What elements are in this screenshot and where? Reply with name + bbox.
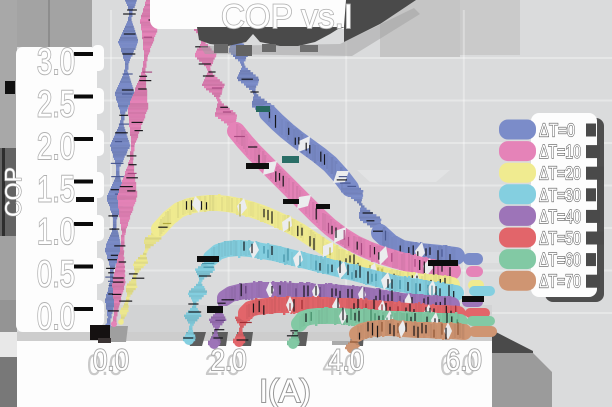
svg-text:4.0: 4.0	[328, 344, 364, 377]
svg-text:ΔT=50: ΔT=50	[539, 229, 581, 249]
svg-text:COP: COP	[0, 167, 26, 217]
svg-text:2.0: 2.0	[211, 344, 247, 377]
svg-text:2.5: 2.5	[37, 84, 75, 125]
svg-text:COP vs.I: COP vs.I	[221, 0, 353, 36]
svg-text:1.5: 1.5	[37, 169, 75, 210]
svg-text:ΔT=10: ΔT=10	[539, 142, 581, 162]
svg-text:ΔT=40: ΔT=40	[539, 207, 581, 227]
svg-text:6.0: 6.0	[440, 349, 476, 382]
svg-text:0.0: 0.0	[37, 296, 75, 337]
svg-text:2.0: 2.0	[37, 126, 75, 167]
svg-text:4.0: 4.0	[322, 349, 358, 382]
svg-text:ΔT=70: ΔT=70	[539, 272, 581, 292]
svg-text:1.0: 1.0	[37, 211, 75, 252]
svg-text:3.0: 3.0	[37, 41, 75, 82]
svg-text:6.0: 6.0	[446, 344, 482, 377]
svg-text:2.0: 2.0	[205, 349, 241, 382]
svg-text:ΔT=60: ΔT=60	[539, 250, 581, 270]
svg-text:ΔT=0: ΔT=0	[539, 121, 575, 141]
svg-text:0.0: 0.0	[87, 349, 123, 382]
svg-text:I(A): I(A)	[259, 373, 311, 407]
svg-text:0.5: 0.5	[37, 254, 75, 295]
svg-text:ΔT=20: ΔT=20	[539, 164, 581, 184]
svg-text:ΔT=30: ΔT=30	[539, 185, 581, 205]
svg-text:0.0: 0.0	[93, 344, 129, 377]
